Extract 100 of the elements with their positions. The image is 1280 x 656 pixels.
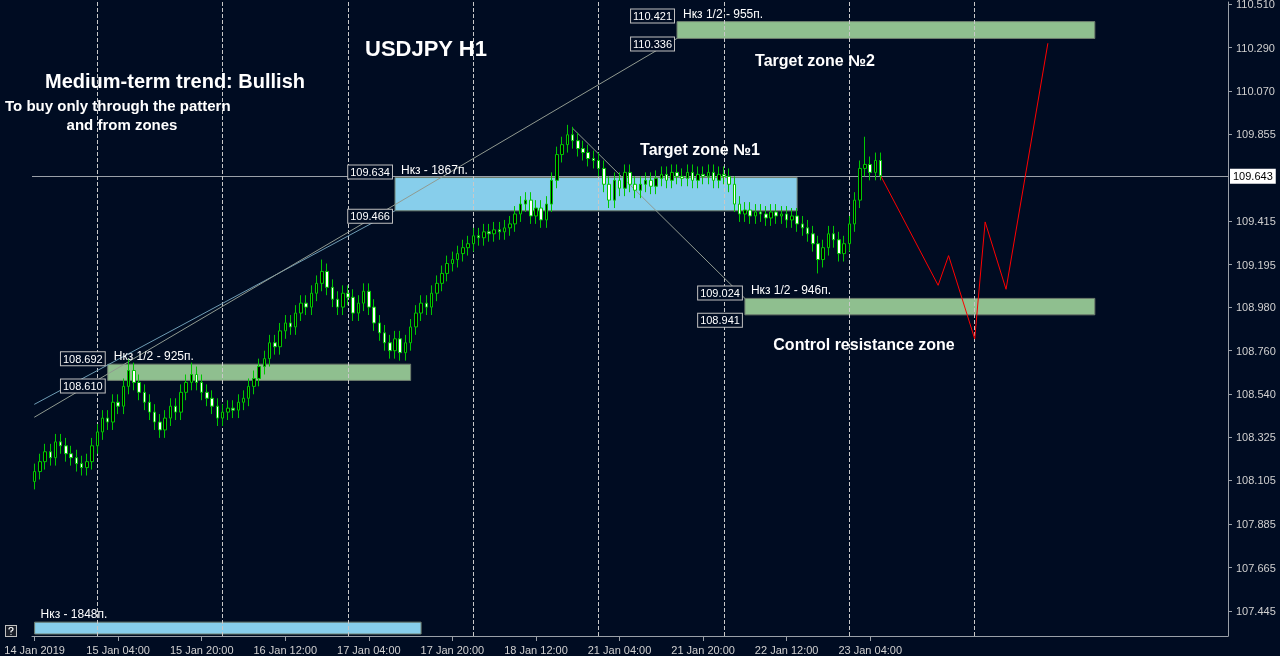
candlestick	[644, 171, 647, 193]
candlestick	[148, 393, 151, 421]
candlestick	[665, 165, 668, 189]
candlestick	[378, 314, 381, 342]
candlestick	[660, 165, 663, 187]
y-tick-label: 107.445	[1236, 605, 1276, 618]
candlestick	[754, 203, 757, 225]
candlestick	[315, 274, 318, 302]
annotation: To buy only through the pattern and from zones	[5, 97, 239, 133]
y-tick-label: 109.195	[1236, 258, 1276, 271]
candlestick	[733, 175, 736, 213]
candlestick	[832, 225, 835, 249]
candlestick	[477, 227, 480, 247]
annotation: 108.941	[700, 314, 740, 327]
candlestick	[33, 463, 36, 490]
x-tick-label: 22 Jan 12:00	[754, 643, 819, 656]
ref-line-label: 109.643	[1233, 170, 1273, 183]
candlestick	[566, 124, 569, 154]
candlestick	[247, 377, 250, 407]
candlestick	[592, 150, 595, 169]
candlestick	[127, 358, 130, 395]
x-tick-label: 23 Jan 04:00	[838, 643, 903, 656]
band-label: Нкз 1/2 - 925п.	[113, 349, 194, 364]
candlestick	[848, 215, 851, 253]
candlestick	[75, 449, 78, 473]
candlestick	[618, 171, 621, 197]
candlestick	[545, 195, 548, 229]
candlestick	[49, 443, 52, 467]
annotation: Target zone №1	[640, 140, 760, 158]
y-tick-label: 108.325	[1236, 430, 1276, 443]
candlestick	[268, 334, 271, 368]
x-tick-label: 21 Jan 20:00	[671, 643, 735, 656]
candlestick	[310, 284, 313, 316]
candlestick	[404, 334, 407, 362]
band-label: Нкз - 1867п.	[400, 162, 468, 177]
annotation: 110.336	[633, 37, 672, 50]
candlestick	[707, 163, 710, 185]
candlestick	[101, 409, 104, 441]
text: USDJPY H1	[365, 35, 487, 61]
candlestick	[122, 377, 125, 415]
annotation: 108.610	[62, 379, 103, 392]
candlestick	[785, 205, 788, 229]
candlestick	[853, 191, 856, 233]
candlestick	[613, 171, 616, 209]
candlestick	[153, 403, 156, 431]
candlestick	[639, 175, 642, 199]
x-tick-label: 18 Jan 12:00	[504, 643, 568, 656]
x-tick-label: 15 Jan 04:00	[86, 643, 150, 656]
band-label: Нкз 1/2 - 946п.	[750, 283, 831, 298]
candlestick	[686, 163, 689, 187]
candlestick	[498, 221, 501, 241]
candlestick	[456, 245, 459, 268]
x-tick-label: 14 Jan 2019	[4, 643, 65, 656]
candlestick	[174, 397, 177, 421]
annotation: 109.024	[700, 286, 740, 299]
candlestick	[451, 251, 454, 272]
candlestick	[806, 219, 809, 243]
candlestick	[738, 195, 741, 223]
candlestick	[874, 152, 877, 181]
candlestick	[294, 304, 297, 336]
y-tick-label: 109.855	[1236, 127, 1276, 140]
band-label: Нкз - 1848п.	[40, 607, 108, 622]
text: Medium-term trend: Bullish	[44, 70, 306, 92]
candlestick	[472, 227, 475, 253]
candlestick	[879, 152, 882, 181]
candlestick	[237, 393, 240, 419]
candlestick	[383, 324, 386, 352]
y-tick-label: 108.540	[1236, 388, 1276, 401]
candlestick	[712, 163, 715, 189]
candlestick	[597, 152, 600, 177]
candlestick	[780, 205, 783, 225]
y-tick-label: 110.070	[1236, 85, 1275, 98]
candlestick	[284, 314, 287, 340]
candlestick	[195, 366, 198, 391]
y-tick-label: 108.105	[1236, 474, 1276, 487]
y-tick-label: 107.885	[1236, 518, 1276, 531]
x-tick-label: 17 Jan 04:00	[337, 643, 401, 656]
x-tick-label: 17 Jan 20:00	[420, 643, 485, 656]
candlestick	[143, 383, 146, 411]
y-tick-label: 110.510	[1236, 0, 1275, 10]
candlestick	[801, 215, 804, 237]
candlestick	[106, 409, 109, 431]
candlestick	[59, 433, 62, 455]
candlestick	[54, 433, 57, 467]
candlestick	[759, 203, 762, 223]
candlestick	[216, 397, 219, 427]
candlestick	[357, 294, 360, 322]
candlestick	[190, 362, 193, 391]
y-tick-label: 107.665	[1236, 561, 1276, 574]
annotation: 108.692	[62, 352, 103, 365]
x-tick-label: 15 Jan 20:00	[169, 643, 234, 656]
candlestick	[96, 423, 99, 455]
candlestick	[336, 290, 339, 316]
candlestick	[425, 294, 428, 316]
annotation: 109.466	[350, 210, 390, 223]
candlestick	[524, 191, 527, 213]
band-label: Нкз 1/2 - 955п.	[683, 6, 764, 21]
annotation: Target zone №2	[755, 51, 875, 69]
line-series	[880, 43, 1049, 340]
candlestick	[242, 389, 245, 411]
